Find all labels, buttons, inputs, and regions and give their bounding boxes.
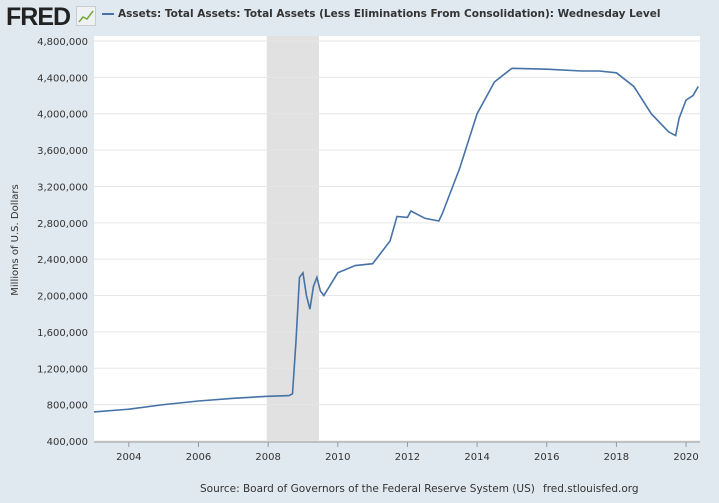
x-tick-label: 2010 [325, 452, 350, 463]
y-tick-label: 2,400,000 [37, 255, 88, 266]
source-text: Source: Board of Governors of the Federa… [200, 483, 535, 495]
legend-swatch [102, 13, 114, 15]
y-tick-label: 4,400,000 [37, 73, 88, 84]
y-tick-label: 1,600,000 [37, 328, 88, 339]
x-tick-label: 2018 [604, 452, 629, 463]
x-tick-label: 2006 [186, 452, 211, 463]
chart-logo-icon [76, 6, 96, 26]
y-tick-label: 3,600,000 [37, 146, 88, 157]
x-tick-label: 2008 [255, 452, 280, 463]
x-tick-label: 2020 [673, 452, 698, 463]
plot-area [94, 36, 700, 442]
y-tick-label: 400,000 [47, 437, 88, 448]
site-link[interactable]: fred.stlouisfed.org [543, 483, 639, 495]
series-line [93, 67, 699, 413]
y-tick-label: 4,800,000 [37, 37, 88, 48]
y-tick-label: 2,800,000 [37, 219, 88, 230]
x-tick-label: 2016 [534, 452, 559, 463]
y-axis-label: Millions of U.S. Dollars [10, 184, 21, 295]
series-title: Assets: Total Assets: Total Assets (Less… [118, 8, 661, 20]
x-tick-label: 2012 [395, 452, 420, 463]
fred-logo[interactable]: FRED [6, 3, 71, 31]
chart-title: Assets: Total Assets: Total Assets (Less… [102, 8, 661, 20]
x-tick-label: 2004 [116, 452, 141, 463]
x-tick-label: 2014 [464, 452, 489, 463]
y-tick-label: 2,000,000 [37, 292, 88, 303]
y-tick-label: 1,200,000 [37, 364, 88, 375]
y-tick-label: 4,000,000 [37, 110, 88, 121]
y-tick-label: 3,200,000 [37, 182, 88, 193]
recession-shade [266, 36, 319, 442]
y-tick-label: 800,000 [47, 401, 88, 412]
